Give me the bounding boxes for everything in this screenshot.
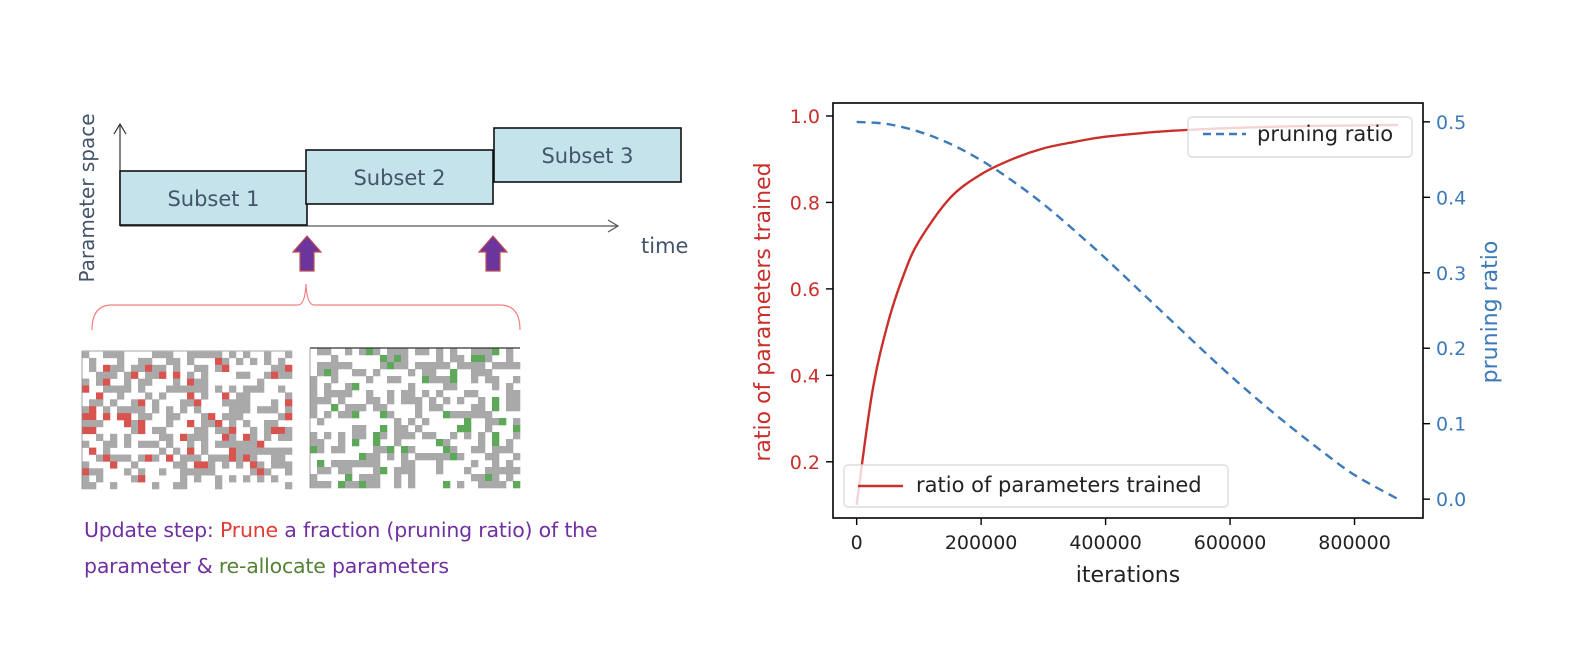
x-axis-title: iterations	[1076, 563, 1180, 588]
legend-box	[1187, 116, 1413, 158]
y-axis-arrowhead-icon	[113, 122, 127, 135]
left-y-axis-ticks: 0.2 0.4 0.6 0.8 1.0	[790, 106, 833, 474]
plot-area	[832, 102, 1424, 519]
subset-box-2: Subset 2	[305, 149, 494, 205]
subset-box-3: Subset 3	[493, 127, 682, 183]
time-label: time	[641, 234, 688, 258]
x-axis-arrowhead-icon	[607, 219, 620, 233]
subset-label: Subset 1	[167, 187, 259, 211]
right-y-axis-ticks: 0.0 0.1 0.2 0.3 0.4 0.5	[1423, 112, 1466, 511]
pruning-ratio-line	[856, 120, 1399, 501]
chart-canvas: 0 200000 400000 600000 800000 0.2 0.4 0.6 0.8 1.…	[751, 102, 1503, 588]
caption-prune-word: Prune	[219, 518, 278, 542]
update-step-caption: Update step: Prune a fraction (pruning r…	[84, 512, 598, 584]
x-axis-ticks: 0 200000 400000 600000 800000	[851, 518, 1391, 554]
curly-brace	[91, 283, 521, 331]
left-y-tick-label: 0.8	[790, 192, 820, 214]
subset-diagram: Parameter space time Subset 1 Subset 2 Sub…	[0, 0, 720, 650]
x-tick-label: 200000	[945, 532, 1018, 554]
subset-boxes: Subset 1 Subset 2 Subset 3	[119, 127, 682, 226]
right-y-tick-label: 0.2	[1436, 338, 1466, 360]
caption-reallocate-word: re-allocate	[218, 554, 326, 578]
update-arrows	[291, 235, 509, 272]
left-y-tick-label: 0.2	[790, 452, 820, 474]
parameter-space-label: Parameter space	[75, 113, 99, 282]
left-y-tick-label: 1.0	[790, 106, 820, 128]
caption-line2-start: parameter &	[84, 554, 219, 578]
pruned-mask-grid	[81, 350, 293, 490]
right-y-tick-label: 0.3	[1436, 263, 1466, 285]
caption-middle: a fraction (pruning ratio) of the	[277, 518, 598, 542]
right-y-tick-label: 0.5	[1436, 112, 1466, 134]
left-y-tick-label: 0.4	[790, 365, 820, 387]
legend-ratio-trained: ratio of parameters trained	[843, 464, 1229, 508]
x-tick-label: 800000	[1318, 532, 1391, 554]
right-y-tick-label: 0.4	[1436, 187, 1466, 209]
left-y-axis-title: ratio of parameters trained	[751, 162, 776, 461]
subset-label: Subset 2	[353, 166, 445, 190]
update-step-arrow-icon	[477, 235, 509, 272]
legend-label: ratio of parameters trained	[916, 473, 1202, 497]
legend-box	[843, 464, 1229, 508]
x-tick-label: 400000	[1069, 532, 1142, 554]
update-step-arrow-icon	[291, 235, 323, 272]
right-y-axis-title: pruning ratio	[1478, 241, 1503, 384]
x-tick-label: 0	[851, 532, 863, 554]
subset-label: Subset 3	[541, 144, 633, 168]
caption-prefix: Update step:	[84, 518, 220, 542]
legend-pruning-ratio: pruning ratio	[1187, 116, 1413, 158]
legend-label: pruning ratio	[1257, 122, 1393, 146]
pruning-schedule-chart: 0 200000 400000 600000 800000 0.2 0.4 0.6 0.8 1.…	[720, 0, 1582, 650]
x-tick-label: 600000	[1194, 532, 1267, 554]
subset-box-1: Subset 1	[119, 170, 308, 226]
left-y-tick-label: 0.6	[790, 279, 820, 301]
caption-suffix: parameters	[325, 554, 449, 578]
right-y-tick-label: 0.1	[1436, 414, 1466, 436]
right-y-tick-label: 0.0	[1436, 489, 1466, 511]
reallocated-mask-grid	[309, 347, 521, 489]
